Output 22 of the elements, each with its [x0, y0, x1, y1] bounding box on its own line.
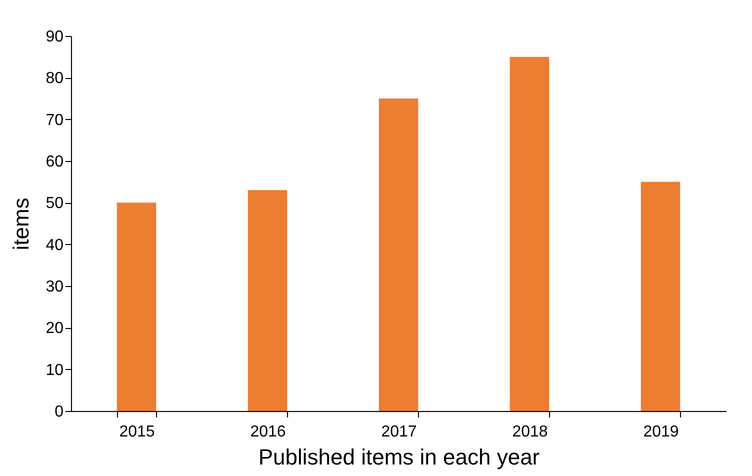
x-tick-label: 2015 [119, 424, 155, 440]
bar [378, 98, 418, 411]
x-tick-label: 2016 [250, 424, 286, 440]
x-tick-label: 2017 [381, 424, 417, 440]
y-tick-label: 10 [46, 362, 64, 379]
y-tick-label: 80 [46, 70, 64, 88]
x-axis-title: Published items in each year [258, 444, 540, 470]
y-tick-label: 40 [46, 236, 64, 254]
y-tick-label: 60 [46, 154, 64, 170]
x-tick-label: 2019 [643, 424, 679, 440]
bar [640, 182, 680, 411]
x-tick-label: 2018 [512, 424, 548, 440]
y-tick-label: 30 [46, 278, 64, 296]
y-axis-title: items [8, 198, 34, 250]
y-tick-label: 20 [46, 320, 64, 338]
bar [116, 202, 156, 411]
y-tick-label: 50 [46, 195, 64, 212]
bar [248, 190, 288, 411]
y-tick-label: 90 [46, 28, 64, 46]
y-tick-label: 0 [54, 404, 64, 420]
bar [510, 56, 550, 411]
y-tick-label: 70 [46, 112, 64, 129]
